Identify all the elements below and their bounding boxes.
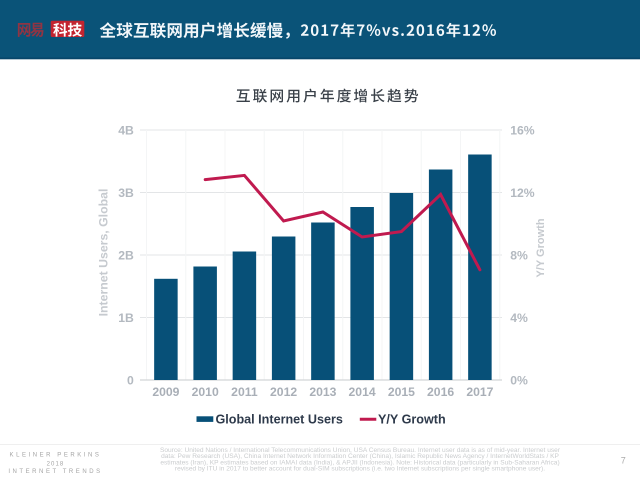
svg-text:2016: 2016 xyxy=(427,385,454,399)
svg-text:estimates (Iran), KP estimates: estimates (Iran), KP estimates based on … xyxy=(160,459,559,466)
svg-text:Global Internet Users: Global Internet Users xyxy=(216,413,343,427)
svg-text:4B: 4B xyxy=(118,124,134,138)
svg-text:Source: United Nations / Inter: Source: United Nations / International T… xyxy=(160,447,561,454)
svg-text:data: Pew Research (USA), Chin: data: Pew Research (USA), China Internet… xyxy=(161,453,559,460)
svg-text:2011: 2011 xyxy=(231,385,258,399)
svg-text:2009: 2009 xyxy=(152,385,179,399)
svg-text:Internet Users, Global: Internet Users, Global xyxy=(97,189,111,317)
svg-text:2013: 2013 xyxy=(309,385,336,399)
svg-text:8%: 8% xyxy=(510,249,528,263)
svg-text:4%: 4% xyxy=(510,311,528,325)
svg-text:revised by ITU in 2017 to bett: revised by ITU in 2017 to better account… xyxy=(175,466,545,473)
svg-text:Y/Y Growth: Y/Y Growth xyxy=(535,218,547,277)
svg-text:2012: 2012 xyxy=(270,385,297,399)
svg-text:16%: 16% xyxy=(510,124,535,138)
svg-text:2017: 2017 xyxy=(466,385,493,399)
svg-text:2018: 2018 xyxy=(47,462,65,468)
svg-text:2015: 2015 xyxy=(388,385,415,399)
svg-text:2B: 2B xyxy=(118,249,134,263)
svg-text:0%: 0% xyxy=(510,374,528,388)
svg-text:2014: 2014 xyxy=(349,385,376,399)
svg-text:KLEINER PERKINS: KLEINER PERKINS xyxy=(10,452,102,458)
svg-text:INTERNET TRENDS: INTERNET TRENDS xyxy=(8,469,102,475)
svg-text:1B: 1B xyxy=(118,311,134,325)
svg-text:0: 0 xyxy=(127,374,134,388)
svg-text:3B: 3B xyxy=(118,186,134,200)
svg-text:2010: 2010 xyxy=(192,385,219,399)
svg-text:Y/Y Growth: Y/Y Growth xyxy=(378,413,446,427)
svg-text:12%: 12% xyxy=(510,186,535,200)
svg-text:7: 7 xyxy=(621,455,626,465)
